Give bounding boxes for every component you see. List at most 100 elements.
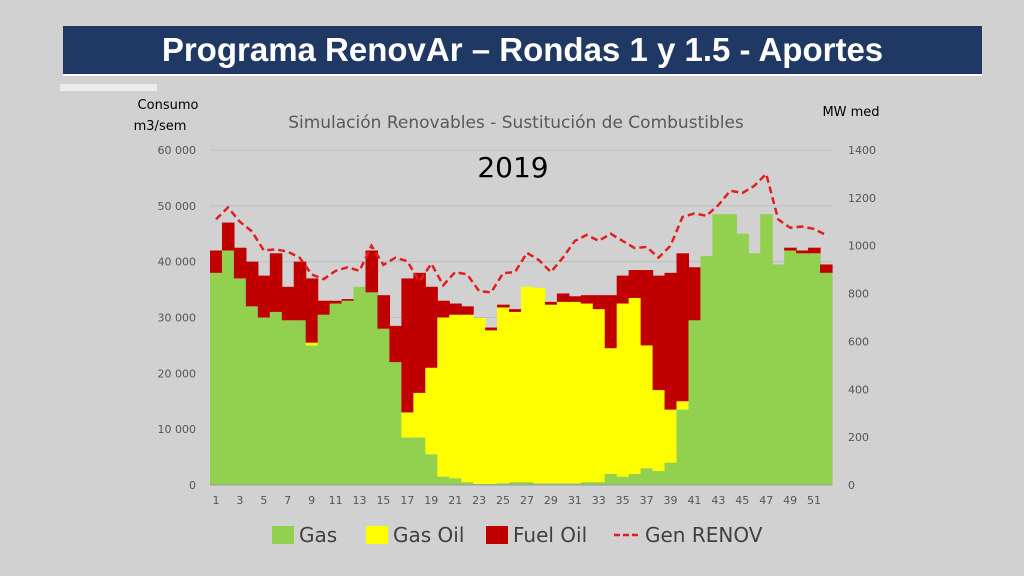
bar-fuel-oil <box>305 278 319 343</box>
bar-gas <box>269 311 283 485</box>
x-tick-label: 5 <box>260 494 267 507</box>
bar-gas <box>592 482 606 485</box>
bar-gas <box>664 462 678 485</box>
bar-fuel-oil <box>556 293 570 302</box>
bar-fuel-oil <box>377 295 391 329</box>
x-tick-label: 37 <box>640 494 654 507</box>
legend-label-fuel-oil: Fuel Oil <box>513 523 587 547</box>
bar-fuel-oil <box>401 278 414 413</box>
x-tick-label: 9 <box>308 494 315 507</box>
bar-gas-oil <box>616 303 630 477</box>
bar-fuel-oil <box>820 264 833 273</box>
bar-fuel-oil <box>449 303 462 315</box>
bar-gas <box>556 483 570 485</box>
bar-fuel-oil <box>365 250 379 293</box>
bar-gas <box>233 278 247 485</box>
x-tick-label: 51 <box>807 494 821 507</box>
bar-gas <box>604 473 618 485</box>
bar-gas-oil <box>676 401 690 410</box>
x-tick-label: 15 <box>376 494 390 507</box>
bar-gas-oil <box>556 301 570 484</box>
bar-fuel-oil <box>628 270 642 298</box>
bar-gas-oil <box>532 287 546 484</box>
bar-gas-oil <box>413 392 426 438</box>
bar-gas-oil <box>652 390 666 472</box>
bar-gas <box>473 483 486 485</box>
bar-gas <box>317 314 331 485</box>
bar-gas <box>353 286 367 485</box>
y-axis-label-line-2: m3/sem <box>134 119 187 134</box>
bar-fuel-oil <box>317 300 331 315</box>
x-tick-label: 45 <box>735 494 749 507</box>
bar-gas <box>616 476 630 486</box>
x-tick-label: 31 <box>568 494 582 507</box>
bar-fuel-oil <box>210 250 223 273</box>
bar-gas <box>736 233 749 485</box>
bar-gas <box>688 320 702 485</box>
bar-gas <box>712 214 725 485</box>
chart-subtitle-year: 2019 <box>477 151 548 184</box>
bar-gas <box>449 478 462 485</box>
bar-fuel-oil <box>652 275 666 391</box>
bar-fuel-oil <box>616 275 630 304</box>
bar-fuel-oil <box>509 309 522 312</box>
y-tick-label: 10 000 <box>158 423 197 436</box>
bar-gas <box>293 320 307 485</box>
bar-gas <box>544 483 558 485</box>
y2-tick-label: 1400 <box>848 144 876 157</box>
x-tick-label: 35 <box>616 494 630 507</box>
bar-gas <box>210 272 223 485</box>
bar-gas <box>245 306 259 485</box>
bar-fuel-oil <box>544 301 558 305</box>
y2-tick-label: 600 <box>848 335 869 348</box>
bar-gas <box>640 468 654 485</box>
line-gen-renov <box>215 171 827 294</box>
bar-fuel-oil <box>676 253 690 402</box>
legend-label-gen-renov: Gen RENOV <box>645 523 763 547</box>
y2-tick-label: 1000 <box>848 240 876 253</box>
bar-fuel-oil <box>413 272 426 393</box>
x-tick-label: 11 <box>329 494 343 507</box>
bar-gas <box>365 292 379 486</box>
legend-swatch-gas <box>272 526 294 544</box>
bar-gas <box>497 483 510 485</box>
bar-gas-oil <box>568 301 582 484</box>
y-axis-label-line-1: Consumo <box>138 98 199 113</box>
bar-gas <box>413 437 426 485</box>
bar-gas <box>485 483 498 485</box>
bar-gas-oil <box>544 304 558 484</box>
bar-fuel-oil <box>497 304 510 308</box>
y-tick-label: 20 000 <box>158 367 197 380</box>
y-tick-label: 30 000 <box>158 312 197 325</box>
y-tick-label: 0 <box>189 479 196 492</box>
x-tick-label: 19 <box>424 494 438 507</box>
decorative-bar <box>60 84 157 91</box>
bar-gas-oil <box>485 330 498 484</box>
chart-axes: 0 10 000 20 000 30 000 40 000 50 000 60 000 0 20… <box>158 144 877 507</box>
x-tick-label: 41 <box>687 494 701 507</box>
bar-gas <box>305 345 319 485</box>
y2-tick-label: 800 <box>848 288 869 301</box>
bar-fuel-oil <box>568 296 582 302</box>
bar-fuel-oil <box>437 300 450 318</box>
bar-gas-oil <box>580 303 594 483</box>
bar-fuel-oil <box>580 295 594 304</box>
y2-tick-label: 1200 <box>848 192 876 205</box>
secondary-y-axis-label: MW med <box>822 105 879 120</box>
bar-gas <box>521 482 534 485</box>
bar-fuel-oil <box>257 275 271 318</box>
x-tick-label: 49 <box>783 494 797 507</box>
y-tick-label: 40 000 <box>158 256 197 269</box>
bar-gas <box>580 482 594 485</box>
bar-fuel-oil <box>808 247 821 254</box>
bar-gas-oil <box>497 307 510 484</box>
legend-swatch-fuel-oil <box>486 526 508 544</box>
bar-gas-oil <box>604 348 618 474</box>
x-tick-label: 23 <box>472 494 486 507</box>
bar-gas <box>341 300 355 485</box>
bar-gas <box>509 482 522 485</box>
bar-gas-oil <box>305 342 319 346</box>
bar-fuel-oil <box>461 306 474 315</box>
x-tick-label: 1 <box>212 494 219 507</box>
bar-fuel-oil <box>604 295 618 349</box>
